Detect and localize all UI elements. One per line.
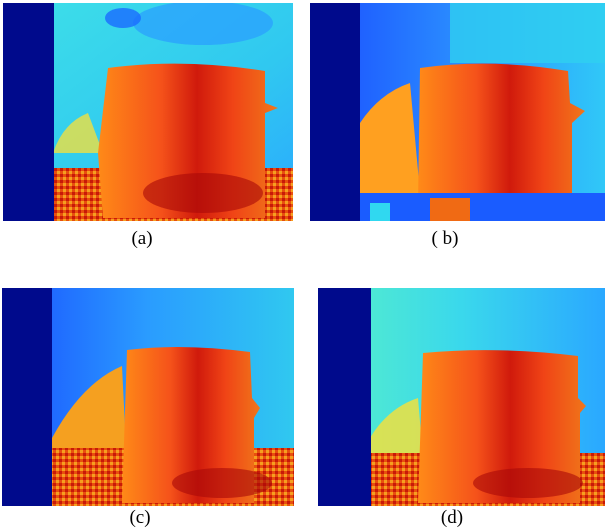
caption-d: (d) [440, 507, 464, 528]
depth-map-b [310, 3, 605, 221]
caption-c: (c) [129, 507, 151, 528]
caption-a: (a) [131, 228, 153, 249]
depth-map-d [318, 288, 605, 506]
depth-map-a [3, 3, 293, 221]
depth-map-c [2, 288, 294, 506]
caption-b: ( b) [431, 228, 459, 249]
